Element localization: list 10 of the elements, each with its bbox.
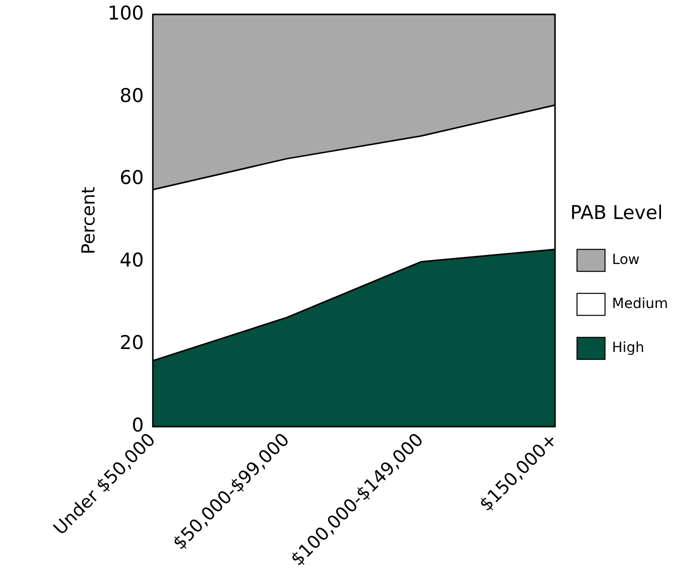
y-axis-title: Percent bbox=[78, 186, 100, 254]
y-tick-label: 100 bbox=[108, 2, 144, 24]
y-tick-label: 60 bbox=[120, 167, 144, 190]
legend-label: Medium bbox=[612, 296, 668, 312]
y-tick-label: 80 bbox=[120, 84, 144, 107]
legend-label: Low bbox=[612, 252, 640, 268]
legend-title: PAB Level bbox=[570, 202, 663, 224]
legend-label: High bbox=[612, 340, 644, 356]
y-tick-label: 40 bbox=[120, 250, 144, 272]
y-tick-label: 20 bbox=[120, 332, 144, 354]
